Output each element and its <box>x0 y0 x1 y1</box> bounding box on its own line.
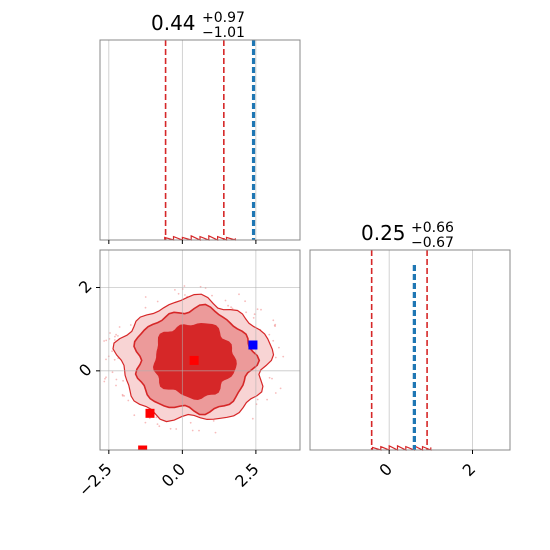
histogram-top-left <box>164 234 236 241</box>
sample-dot <box>271 377 273 380</box>
sample-dot <box>256 308 259 311</box>
sample-dot <box>245 311 248 314</box>
sample-dot <box>103 380 106 383</box>
sample-dot <box>230 306 233 309</box>
axes-bottom-right <box>309 249 511 451</box>
panel-bottom-right: 0.25 +0.66 −0.67 0 2 <box>309 220 511 480</box>
sample-dot <box>121 394 124 397</box>
sample-dot <box>175 428 178 430</box>
sample-dot <box>127 399 130 402</box>
sample-dot <box>114 335 116 338</box>
sample-dot <box>244 300 247 303</box>
x-tick-label: 2 <box>459 459 480 480</box>
sample-dot <box>123 395 125 397</box>
sample-dot <box>212 420 215 422</box>
sample-dot <box>198 429 200 432</box>
sample-dot <box>272 339 275 342</box>
sample-dot <box>177 292 180 295</box>
sample-dot <box>274 356 277 359</box>
sample-dot <box>214 431 217 434</box>
sample-dot <box>117 335 119 337</box>
truth-marker-blue <box>248 340 258 350</box>
panel-top-left: 0.44 +0.97 −1.01 <box>99 10 301 244</box>
x-tick-label: 0 <box>375 459 396 480</box>
sample-dot <box>260 308 262 311</box>
sample-dot <box>109 332 111 334</box>
sample-dot <box>251 417 254 420</box>
sample-dot <box>256 398 259 401</box>
sample-dot <box>118 326 121 328</box>
sample-dot <box>113 339 116 341</box>
x-tick-label: −2.5 <box>75 459 116 500</box>
sample-dot <box>105 376 107 379</box>
sample-dot <box>279 387 282 390</box>
title-bottom-right-minus: −0.67 <box>411 235 454 251</box>
title-top-left-minus: −1.01 <box>202 25 245 41</box>
sample-dot <box>105 358 107 361</box>
sample-dot <box>282 355 285 358</box>
sample-dot <box>252 317 255 319</box>
histogram-bottom-right <box>371 444 432 451</box>
sample-dot <box>227 304 230 307</box>
sample-dot <box>272 319 275 322</box>
sample-dot <box>156 423 159 425</box>
sample-dot <box>253 313 256 316</box>
sample-dot <box>104 377 106 380</box>
sample-dot <box>103 340 105 342</box>
sample-dot <box>129 324 132 326</box>
sample-dot <box>155 416 158 419</box>
sample-dot <box>115 378 118 381</box>
y-tick-label: 2 <box>75 276 96 297</box>
title-bottom-right-plus: +0.66 <box>411 220 454 236</box>
sample-dot <box>105 339 108 342</box>
sample-dot <box>111 371 114 374</box>
sample-dot <box>274 323 277 326</box>
sample-dot <box>115 333 117 336</box>
sample-dot <box>191 429 194 432</box>
sample-dot <box>266 398 268 401</box>
sample-dot <box>224 299 227 302</box>
sample-dot <box>169 427 172 430</box>
truth-marker-red <box>145 408 155 418</box>
truth-marker-red <box>138 445 148 450</box>
sample-dot <box>183 285 186 287</box>
sample-dot <box>144 306 147 309</box>
sample-dot <box>189 421 192 424</box>
x-tick-label: 0.0 <box>158 459 189 490</box>
sample-dot <box>156 300 159 303</box>
sample-dot <box>274 325 276 327</box>
sample-dot <box>268 333 271 336</box>
sample-dot <box>231 307 234 310</box>
sample-dot <box>113 358 116 361</box>
sample-dot <box>211 294 213 297</box>
sample-dot <box>174 289 176 291</box>
sample-dot <box>278 346 280 349</box>
sample-dot <box>144 296 147 298</box>
sample-dot <box>115 384 117 387</box>
panel-bottom-left: −2.5 0.0 2.5 0 2 <box>75 249 301 500</box>
axes-bottom-left <box>99 249 301 451</box>
sample-dot <box>122 379 124 382</box>
sample-dot <box>274 392 277 394</box>
title-bottom-right-value: 0.25 <box>361 221 406 245</box>
title-top-left-value: 0.44 <box>151 11 196 35</box>
title-top-left-plus: +0.97 <box>202 10 245 26</box>
sample-dot <box>144 421 147 424</box>
y-tick-label: 0 <box>75 360 96 381</box>
sample-dot <box>133 414 136 417</box>
sample-dot <box>111 350 113 353</box>
x-tick-label: 2.5 <box>231 459 262 490</box>
truth-marker-red <box>189 355 199 365</box>
axes-top-left <box>99 39 301 241</box>
sample-dot <box>238 293 240 296</box>
sample-dot <box>158 425 161 428</box>
sample-dot <box>184 294 186 296</box>
sample-dot <box>268 376 271 379</box>
